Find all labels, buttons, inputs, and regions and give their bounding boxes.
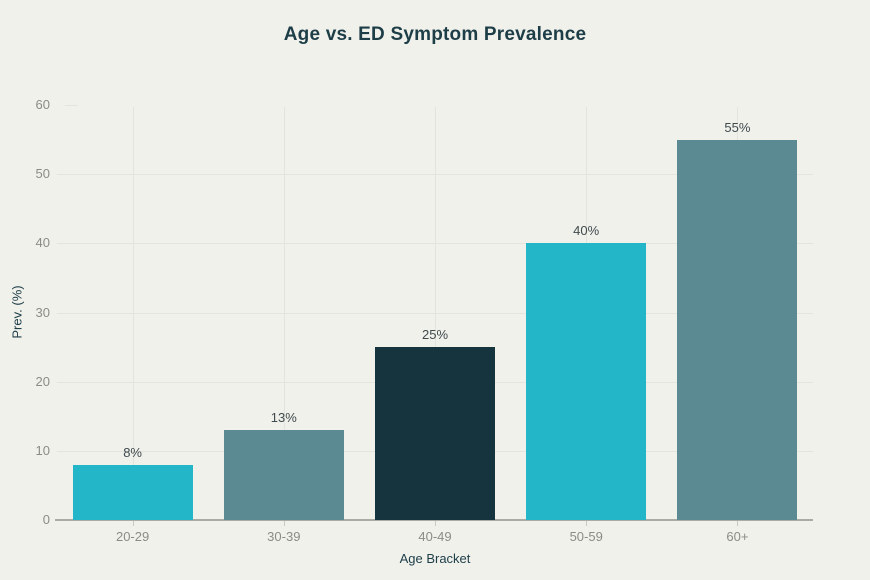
bar-value-label: 25% bbox=[421, 327, 449, 343]
y-tick-label: 60 bbox=[35, 97, 50, 112]
y-tick-label: 40 bbox=[35, 235, 50, 251]
x-tick-mark bbox=[435, 521, 436, 526]
chart-title: Age vs. ED Symptom Prevalence bbox=[283, 24, 587, 45]
bar-60+ bbox=[677, 139, 798, 520]
x-tick-label: 60+ bbox=[726, 529, 749, 544]
y-tick-label: 10 bbox=[35, 442, 50, 458]
bar-value-label: 55% bbox=[724, 119, 751, 135]
x-axis-line bbox=[55, 519, 813, 521]
y-tick-mark bbox=[65, 105, 78, 106]
bar-20-29 bbox=[72, 464, 193, 520]
bar-30-39 bbox=[223, 430, 344, 520]
x-tick-label: 40-49 bbox=[418, 529, 452, 544]
y-tick-label: 50 bbox=[35, 166, 50, 182]
x-tick-mark bbox=[737, 521, 739, 526]
x-tick-mark bbox=[586, 521, 588, 526]
x-tick-label: 50-59 bbox=[569, 529, 603, 544]
x-tick-label: 30-39 bbox=[267, 529, 301, 544]
x-tick-label: 20-29 bbox=[115, 529, 150, 544]
x-tick-mark bbox=[283, 521, 285, 526]
y-tick-label: 0 bbox=[42, 512, 50, 527]
x-tick-mark bbox=[132, 521, 134, 526]
v-gridline bbox=[132, 107, 134, 520]
x-axis-title: Age Bracket bbox=[399, 551, 471, 566]
bar-40-49 bbox=[375, 347, 495, 520]
bar-value-label: 8% bbox=[123, 444, 142, 460]
v-gridline bbox=[435, 107, 436, 520]
bar-50-59 bbox=[526, 243, 647, 520]
plot-area: 8% 13% 25% 40% 55% bbox=[57, 105, 813, 520]
y-tick-label: 20 bbox=[35, 373, 50, 389]
y-tick-label: 30 bbox=[35, 304, 50, 320]
v-gridline bbox=[283, 107, 285, 520]
bar-value-label: 13% bbox=[270, 410, 297, 426]
bar-value-label: 40% bbox=[573, 223, 600, 239]
